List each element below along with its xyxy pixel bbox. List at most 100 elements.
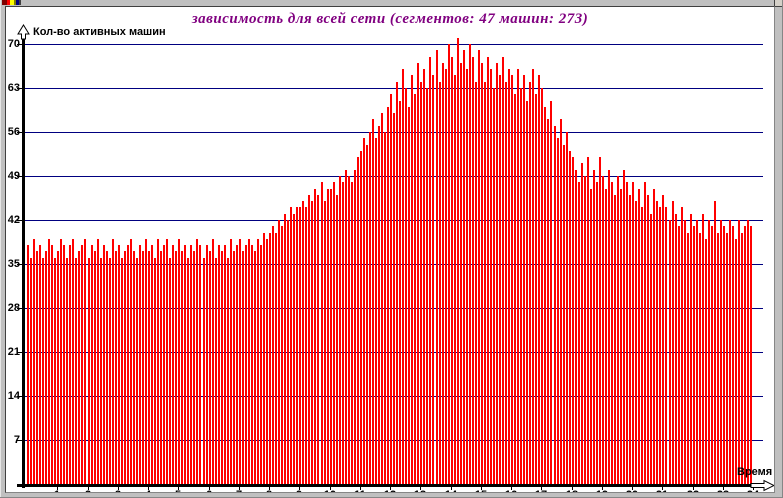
bar (91, 245, 93, 485)
x-tick-label: 13 (408, 489, 432, 492)
bar (711, 226, 713, 485)
bar (333, 182, 335, 485)
bar (690, 214, 692, 485)
window-corner-fragment (774, 0, 782, 7)
bar (720, 220, 722, 485)
chart-panel: зависимость для всей сети (сегментов: 47… (5, 6, 775, 493)
bar (360, 151, 362, 485)
y-tick-mark (17, 440, 23, 441)
bar (517, 69, 519, 485)
x-tick-mark (299, 485, 300, 490)
bar (172, 245, 174, 485)
x-tick-mark (148, 485, 149, 490)
bar (339, 176, 341, 485)
y-tick-label: 56 (7, 126, 20, 138)
bar (369, 132, 371, 485)
x-tick-label: 7 (227, 489, 251, 492)
bar (678, 226, 680, 485)
bar (644, 182, 646, 485)
bar (508, 69, 510, 485)
bar (27, 245, 29, 485)
bar (535, 94, 537, 485)
bar (75, 258, 77, 485)
y-tick-mark (17, 264, 23, 265)
bar (602, 176, 604, 485)
bar (378, 126, 380, 485)
x-tick-label: 20 (620, 489, 644, 492)
y-tick-label: 63 (7, 82, 20, 94)
bar (348, 176, 350, 485)
x-tick-label: 14 (439, 489, 463, 492)
bar (357, 157, 359, 485)
bar (239, 239, 241, 485)
bar (209, 251, 211, 485)
bar (184, 245, 186, 485)
bar (469, 44, 471, 485)
bar (136, 258, 138, 485)
bar (321, 182, 323, 485)
x-tick-mark (481, 485, 482, 490)
bar (429, 57, 431, 485)
bar (587, 157, 589, 485)
x-tick-mark (451, 485, 452, 490)
bar (154, 258, 156, 485)
bar (529, 82, 531, 485)
y-tick-mark (17, 176, 23, 177)
bar (242, 251, 244, 485)
bar (66, 258, 68, 485)
x-tick-mark (390, 485, 391, 490)
bar (608, 170, 610, 485)
x-tick-label: 11 (348, 489, 372, 492)
bar (581, 163, 583, 485)
bar (532, 69, 534, 485)
x-tick-label: 6 (197, 489, 221, 492)
bar (605, 189, 607, 485)
bar (351, 182, 353, 485)
bar (218, 245, 220, 485)
bar (448, 44, 450, 485)
bar (614, 195, 616, 485)
x-tick-label: 2 (76, 489, 100, 492)
bar (296, 207, 298, 485)
bar (496, 63, 498, 485)
bar (505, 82, 507, 485)
bar (57, 251, 59, 485)
y-axis-arrow-icon (17, 24, 30, 40)
x-tick-label: 4 (136, 489, 160, 492)
bar (411, 75, 413, 485)
bar (254, 251, 256, 485)
bar (747, 220, 749, 485)
x-tick-label: 22 (681, 489, 705, 492)
x-tick-mark (420, 485, 421, 490)
bar (78, 251, 80, 485)
window-icon-fragment (2, 0, 21, 5)
bar (133, 251, 135, 485)
bar (693, 226, 695, 485)
bar (345, 170, 347, 485)
bar (432, 75, 434, 485)
bar (490, 69, 492, 485)
bar (466, 69, 468, 485)
y-tick-label: 7 (13, 434, 20, 446)
bar (420, 82, 422, 485)
bar (650, 214, 652, 485)
bar (687, 233, 689, 485)
bar (617, 176, 619, 485)
x-tick-mark (693, 485, 694, 490)
bar (308, 195, 310, 485)
bar (499, 75, 501, 485)
x-tick-mark (572, 485, 573, 490)
x-tick-label: 23 (711, 489, 735, 492)
bar (299, 207, 301, 485)
x-tick-mark (662, 485, 663, 490)
bar (193, 251, 195, 485)
x-tick-label: 10 (318, 489, 342, 492)
bar (336, 195, 338, 485)
bar (623, 170, 625, 485)
bar (187, 258, 189, 485)
bar (575, 170, 577, 485)
bar (738, 220, 740, 485)
bar (230, 239, 232, 485)
bar (442, 63, 444, 485)
bar (263, 233, 265, 485)
